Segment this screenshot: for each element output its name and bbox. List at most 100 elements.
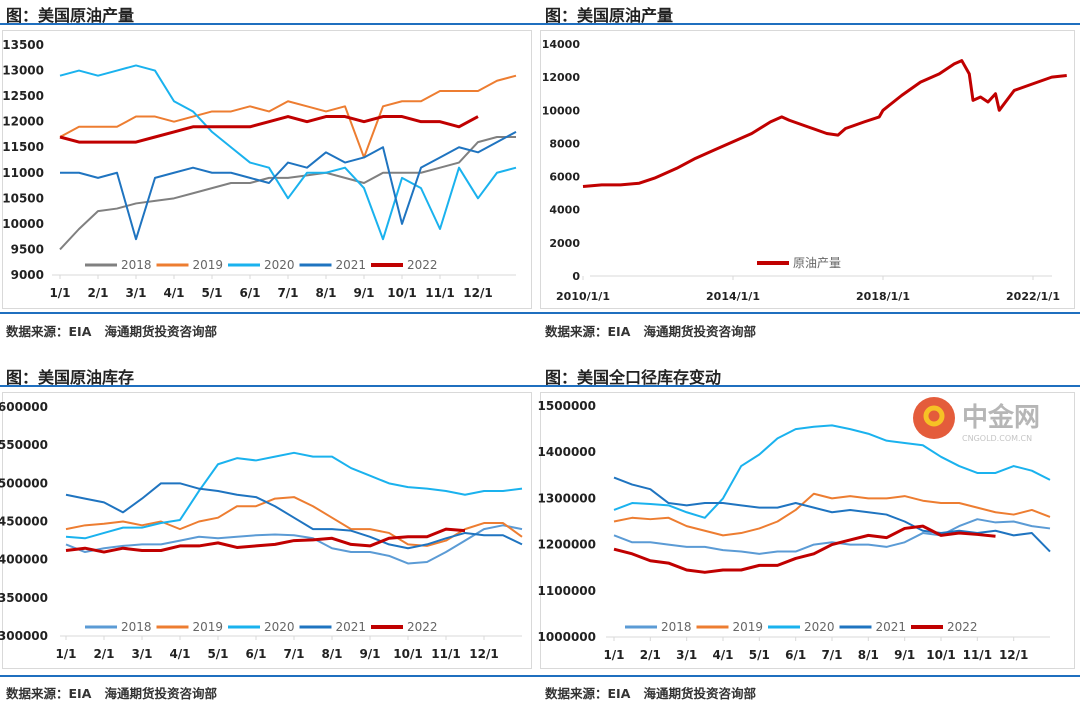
x-tick-label: 5/1: [749, 648, 770, 662]
legend-label: 2020: [264, 620, 295, 634]
chart-frame: [540, 30, 1075, 309]
series-line-2021: [60, 131, 517, 241]
legend-label: 2021: [336, 620, 367, 634]
x-tick-label: 2/1: [87, 286, 108, 300]
x-tick-label: 5/1: [207, 647, 228, 661]
y-tick-label: 4000: [549, 204, 580, 217]
x-tick-label: 8/1: [858, 648, 879, 662]
y-tick-label: 450000: [0, 515, 48, 529]
y-tick-label: 11500: [2, 140, 44, 154]
chart-frame: [2, 30, 532, 309]
x-tick-label: 5/1: [201, 286, 222, 300]
y-tick-label: 13000: [2, 64, 44, 78]
x-tick-label: 9/1: [353, 286, 374, 300]
series-line-原油产量: [582, 59, 1067, 189]
y-tick-label: 9000: [11, 268, 44, 282]
x-tick-label: 2010/1/1: [556, 290, 610, 303]
legend-label: 2019: [193, 258, 224, 272]
chart-title-us-crude-production-longterm: 图：美国原油产量: [545, 6, 674, 25]
chart-frame: [2, 392, 532, 669]
series-line-2018: [65, 524, 523, 565]
source-label: 数据来源：EIA: [6, 324, 92, 339]
source-org: 海通期货投资咨询部: [643, 324, 756, 339]
x-tick-label: 7/1: [283, 647, 304, 661]
y-tick-label: 10500: [2, 191, 44, 205]
series-line-2019: [613, 492, 1051, 537]
legend-label: 2018: [661, 620, 692, 634]
y-tick-label: 550000: [0, 438, 48, 452]
series-line-2019: [59, 74, 517, 159]
series-line-2020: [59, 64, 517, 241]
series-line-2022: [613, 524, 996, 574]
x-tick-label: 1/1: [55, 647, 76, 661]
x-tick-label: 9/1: [894, 648, 915, 662]
x-tick-label: 4/1: [163, 286, 184, 300]
x-tick-label: 11/1: [425, 286, 454, 300]
y-tick-label: 1500000: [538, 399, 596, 413]
x-tick-label: 2018/1/1: [856, 290, 910, 303]
divider: [540, 675, 1080, 677]
divider: [540, 23, 1080, 25]
chart-title-us-crude-inventory: 图：美国原油库存: [6, 368, 135, 387]
legend-label: 2022: [947, 620, 978, 634]
y-tick-label: 400000: [0, 553, 48, 567]
x-tick-label: 8/1: [321, 647, 342, 661]
y-tick-label: 1200000: [538, 538, 596, 552]
series-line-2021: [613, 476, 1051, 553]
chart-0: 9000 9500 10000 10500 11000 11500 12000 12500 13…: [2, 38, 517, 300]
chart-title-us-crude-production: 图：美国原油产量: [6, 6, 135, 25]
series-line-2018: [613, 518, 1051, 555]
legend-label: 2022: [407, 620, 438, 634]
y-tick-label: 6000: [549, 171, 580, 184]
source-note: 数据来源：EIA 海通期货投资咨询部: [6, 683, 217, 702]
y-tick-label: 300000: [0, 629, 48, 643]
x-tick-label: 7/1: [821, 648, 842, 662]
x-tick-label: 9/1: [359, 647, 380, 661]
x-tick-label: 4/1: [169, 647, 190, 661]
y-tick-label: 1300000: [538, 491, 596, 505]
y-tick-label: 0: [572, 270, 580, 283]
legend-label: 2019: [733, 620, 764, 634]
y-tick-label: 1000000: [538, 630, 596, 644]
divider: [0, 385, 540, 387]
x-tick-label: 4/1: [712, 648, 733, 662]
series-line-2018: [59, 136, 516, 251]
source-note: 数据来源：EIA 海通期货投资咨询部: [545, 321, 756, 340]
legend-label: 2019: [193, 620, 224, 634]
series-line-2022: [65, 527, 466, 554]
divider: [540, 312, 1080, 314]
x-tick-label: 11/1: [431, 647, 460, 661]
x-tick-label: 2/1: [93, 647, 114, 661]
x-tick-label: 1/1: [603, 648, 624, 662]
series-line-2020: [613, 424, 1051, 519]
x-tick-label: 6/1: [785, 648, 806, 662]
logo-circle-icon: [913, 397, 955, 439]
chart-frame: [540, 392, 1075, 669]
y-tick-label: 2000: [549, 237, 580, 250]
x-tick-label: 6/1: [239, 286, 260, 300]
source-note: 数据来源：EIA 海通期货投资咨询部: [545, 683, 756, 702]
y-tick-label: 12000: [542, 71, 581, 84]
source-org: 海通期货投资咨询部: [104, 686, 217, 701]
x-tick-label: 10/1: [393, 647, 422, 661]
x-tick-label: 2014/1/1: [706, 290, 760, 303]
x-tick-label: 10/1: [926, 648, 955, 662]
y-tick-label: 600000: [0, 400, 48, 414]
watermark-logo: 中金网 CNGOLD.COM.CN: [913, 397, 1040, 443]
legend-label: 2018: [121, 258, 152, 272]
y-tick-label: 9500: [11, 242, 44, 256]
chart-title-us-total-inventory: 图：美国全口径库存变动: [545, 368, 722, 387]
x-tick-label: 6/1: [245, 647, 266, 661]
chart-3: 1000000 1100000 1200000 1300000 1400000 15000…: [538, 399, 1051, 662]
source-label: 数据来源：EIA: [6, 686, 92, 701]
y-tick-label: 12500: [2, 89, 44, 103]
source-org: 海通期货投资咨询部: [643, 686, 756, 701]
series-line-2019: [65, 496, 523, 547]
legend-label: 原油产量: [793, 256, 841, 270]
source-org: 海通期货投资咨询部: [104, 324, 217, 339]
y-tick-label: 1400000: [538, 445, 596, 459]
legend-label: 2021: [336, 258, 367, 272]
divider: [0, 23, 540, 25]
